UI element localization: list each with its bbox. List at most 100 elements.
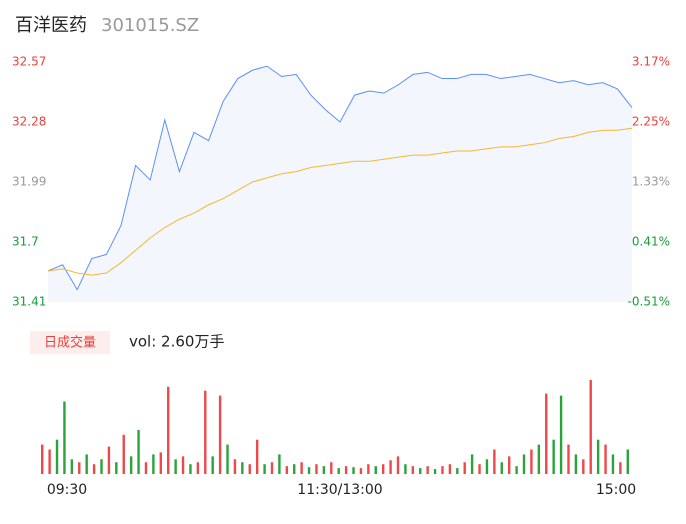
volume-bar xyxy=(426,466,429,474)
volume-bar xyxy=(522,454,526,474)
average-line xyxy=(47,127,633,276)
y-tick-label: 31.41 xyxy=(12,295,46,309)
volume-bar xyxy=(211,456,214,474)
volume-bar xyxy=(456,468,459,474)
volume-bar xyxy=(233,459,237,474)
volume-bar xyxy=(507,456,511,474)
volume-bar xyxy=(167,386,170,474)
volume-bar xyxy=(582,459,585,474)
volume-bar xyxy=(255,439,259,474)
volume-bar xyxy=(404,464,407,474)
volume-bar xyxy=(55,439,59,474)
volume-bar xyxy=(515,466,518,474)
y2-tick-label: 3.17% xyxy=(632,55,670,69)
volume-bar xyxy=(278,454,281,474)
volume-bar xyxy=(196,462,200,474)
volume-bar xyxy=(470,454,474,474)
volume-bar xyxy=(41,444,44,474)
volume-bar xyxy=(626,449,629,474)
volume-bar xyxy=(567,444,570,474)
volume-bar xyxy=(241,462,244,474)
y-tick-label: 32.28 xyxy=(12,115,46,129)
volume-bar xyxy=(574,454,578,474)
volume-bar xyxy=(589,379,592,474)
volume-bar xyxy=(596,439,600,474)
volume-bar xyxy=(48,449,51,474)
volume-bar xyxy=(300,462,303,474)
volume-label-bg xyxy=(30,331,110,354)
volume-bar xyxy=(344,466,348,474)
volume-bar xyxy=(545,393,548,474)
volume-total: vol: 2.60万手 xyxy=(129,333,224,351)
volume-bar xyxy=(107,446,111,474)
y2-tick-label: -0.51% xyxy=(628,295,670,309)
volume-bar xyxy=(159,452,162,474)
volume-bar xyxy=(463,462,466,474)
volume-bar xyxy=(270,462,274,474)
volume-label: 日成交量 xyxy=(44,335,96,351)
volume-bar xyxy=(174,459,177,474)
volume-bar xyxy=(307,467,311,474)
volume-bar xyxy=(181,456,185,474)
volume-bar xyxy=(352,467,355,474)
volume-bar xyxy=(441,466,444,474)
x-tick-label: 15:00 xyxy=(596,482,636,498)
volume-bar xyxy=(85,454,88,474)
volume-bar xyxy=(63,401,66,474)
volume-bar xyxy=(330,462,333,474)
volume-bar xyxy=(478,464,481,474)
volume-bar xyxy=(78,462,81,474)
volume-bar xyxy=(500,462,503,474)
volume-bar xyxy=(493,449,496,474)
y2-tick-label: 1.33% xyxy=(632,175,670,189)
volume-bar xyxy=(137,429,140,474)
y2-tick-label: 2.25% xyxy=(632,115,670,129)
volume-bar xyxy=(604,444,607,474)
volume-bar xyxy=(285,466,289,474)
volume-bar xyxy=(92,464,96,474)
volume-bar xyxy=(189,464,192,474)
volume-bar xyxy=(396,456,400,474)
volume-bar xyxy=(374,466,377,474)
volume-bar xyxy=(100,459,103,474)
volume-bar xyxy=(411,466,415,474)
y-tick-label: 32.57 xyxy=(12,55,46,69)
volume-bar xyxy=(448,464,452,474)
volume-bar xyxy=(530,449,533,474)
volume-bar xyxy=(485,459,489,474)
volume-bar xyxy=(218,395,222,474)
volume-bar xyxy=(619,462,622,474)
x-tick-label: 09:30 xyxy=(47,482,87,498)
volume-bar xyxy=(70,459,74,474)
y-tick-label: 31.7 xyxy=(12,235,39,249)
volume-bar xyxy=(152,454,155,474)
volume-bar xyxy=(263,464,266,474)
volume-bar xyxy=(419,468,422,474)
volume-bar xyxy=(144,462,148,474)
volume-bar xyxy=(433,469,437,474)
volume-bar xyxy=(559,395,563,474)
volume-bar xyxy=(129,456,133,474)
volume-bar xyxy=(367,464,370,474)
volume-bar xyxy=(381,464,385,474)
y2-tick-label: 0.41% xyxy=(632,235,670,249)
volume-bar xyxy=(315,464,318,474)
volume-bar xyxy=(322,466,326,474)
volume-bar xyxy=(248,464,251,474)
price-line xyxy=(47,65,633,291)
volume-bar xyxy=(226,444,229,474)
volume-bar xyxy=(552,439,555,474)
y-tick-label: 31.99 xyxy=(12,175,46,189)
volume-bar xyxy=(122,434,125,474)
price-area xyxy=(48,66,632,302)
volume-bar xyxy=(293,464,296,474)
x-tick-label: 11:30/13:00 xyxy=(297,482,382,498)
volume-bar xyxy=(359,468,363,474)
volume-bar xyxy=(537,444,541,474)
volume-bar xyxy=(115,462,118,474)
stock-name: 百洋医药 xyxy=(15,15,87,36)
volume-bar xyxy=(611,454,615,474)
stock-code: 301015.SZ xyxy=(101,15,199,36)
volume-bar xyxy=(204,390,207,474)
